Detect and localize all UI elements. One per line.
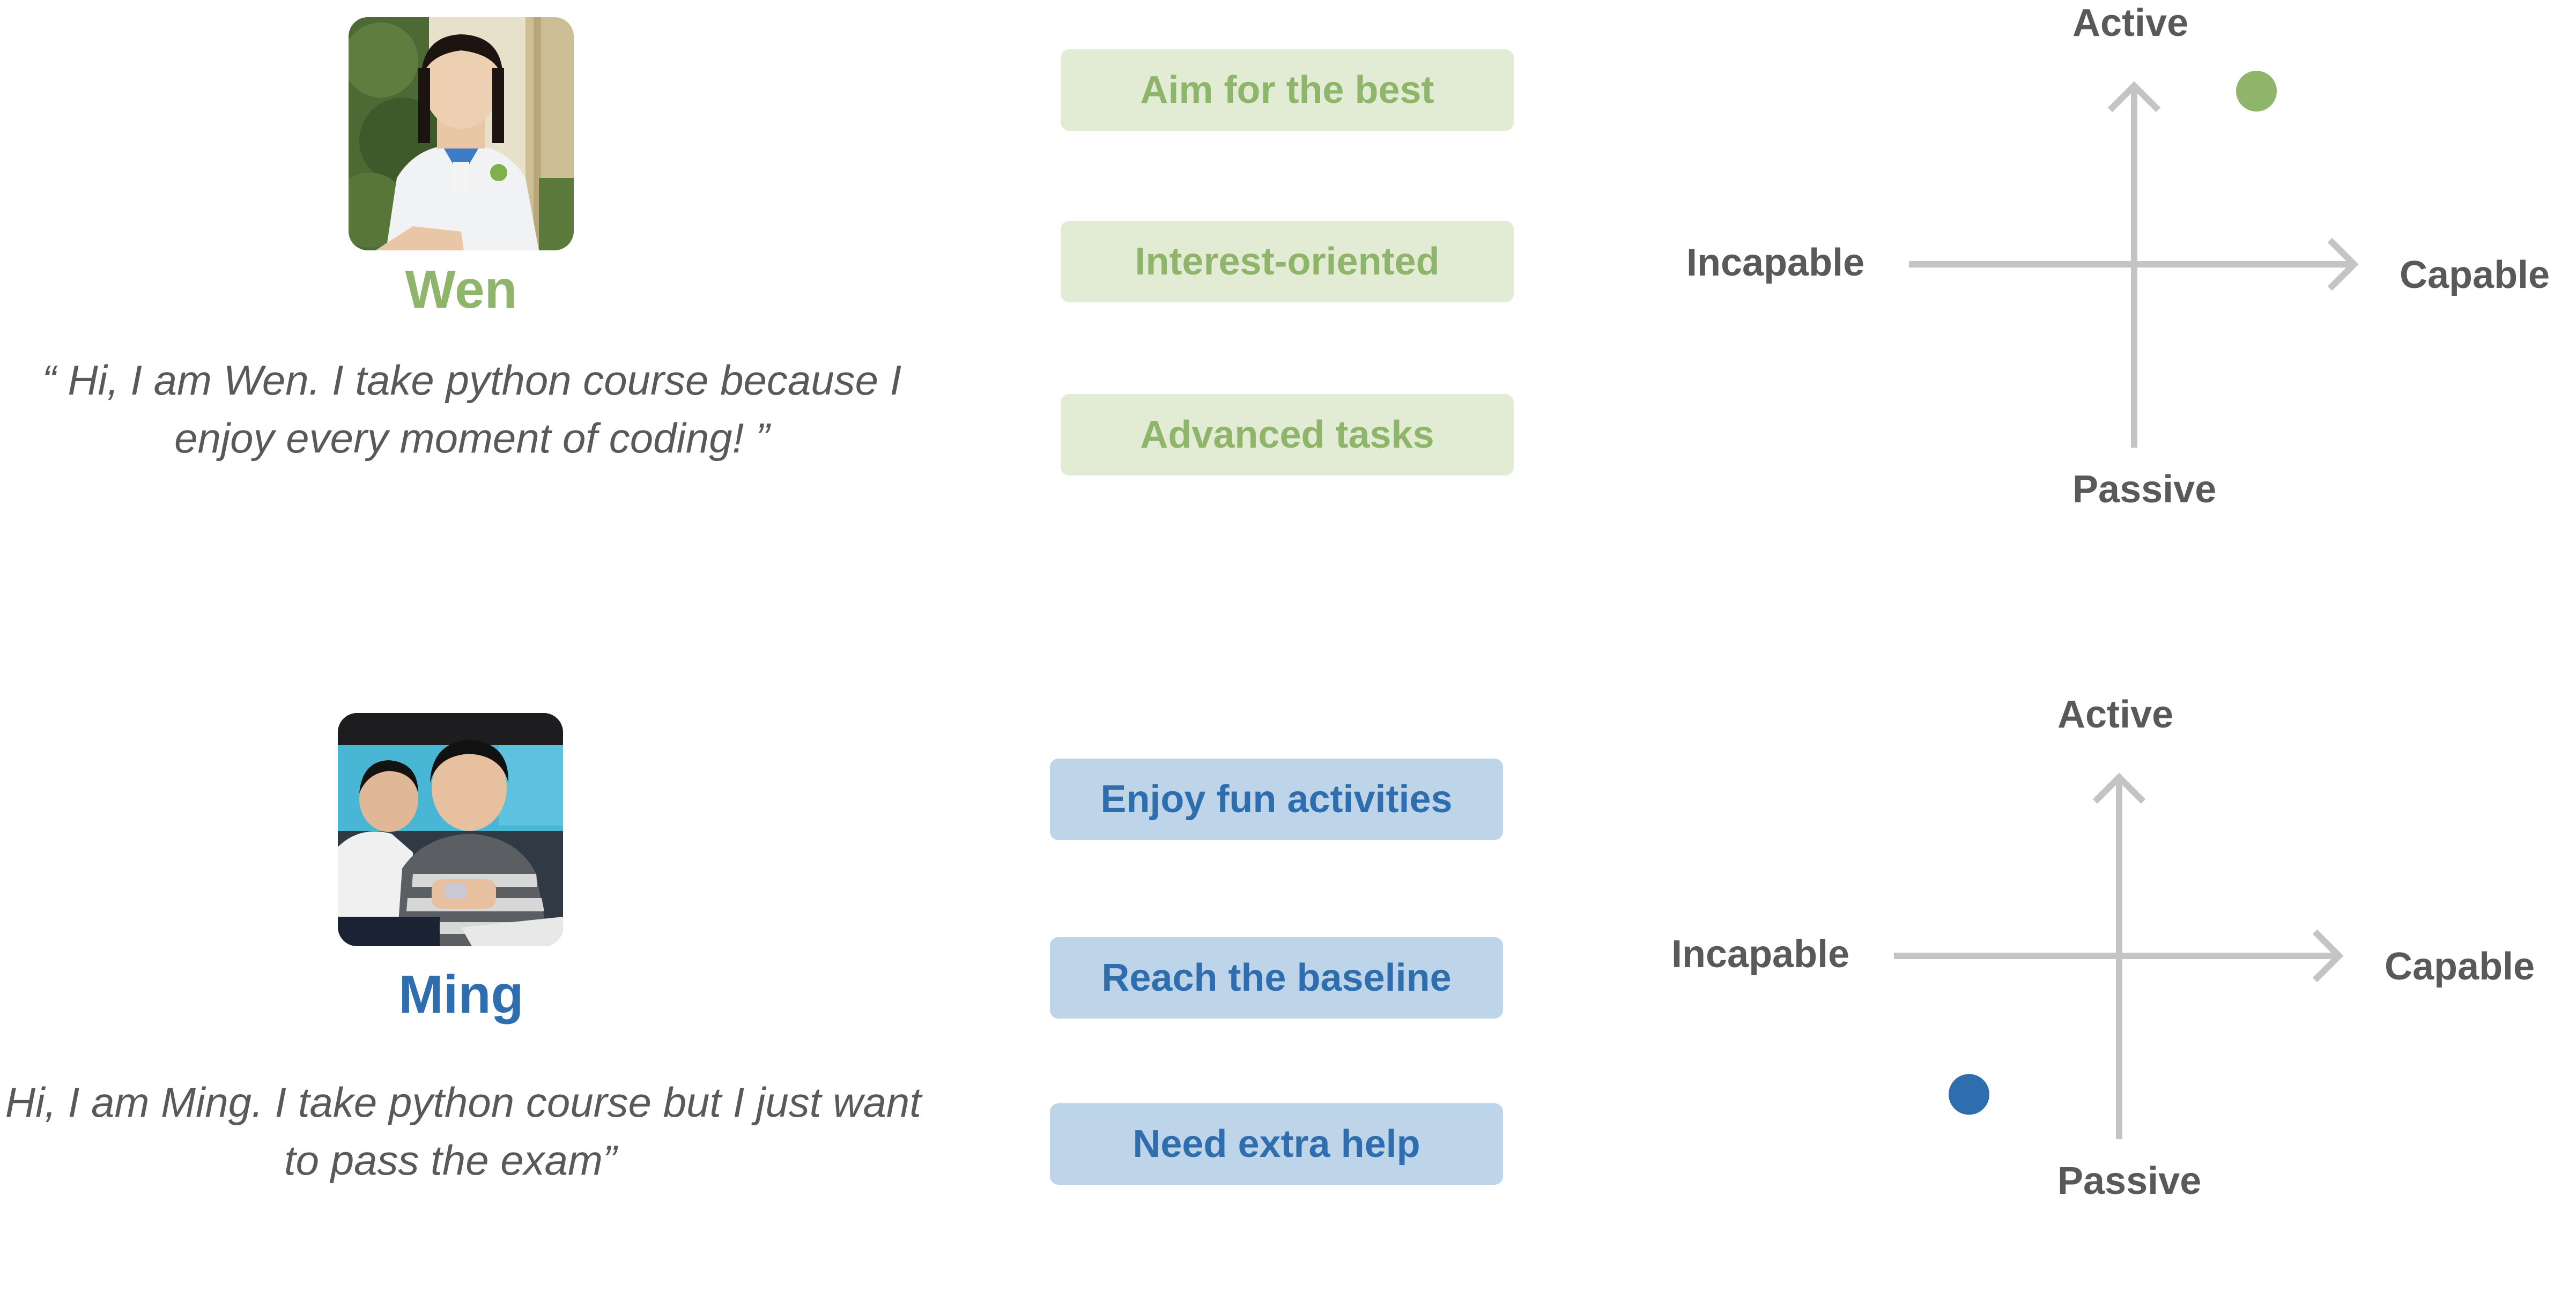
trait-tag: Reach the baseline (1050, 937, 1503, 1019)
trait-tag: Aim for the best (1061, 49, 1514, 131)
axis-label-active: Active (2072, 2, 2189, 44)
axis-label-capable: Capable (2385, 945, 2535, 988)
persona-quote: “ Hi, I am Wen. I take python course bec… (42, 357, 902, 462)
axis-label-passive: Passive (2072, 468, 2217, 511)
trait-tag: Enjoy fun activities (1050, 759, 1503, 840)
activity-arrow (2107, 81, 2161, 113)
persona-ming: Ming “ Hi, I am Ming. I take python cour… (0, 692, 2576, 1292)
student-photo (338, 713, 563, 946)
trait-tag: Interest-oriented (1061, 221, 1514, 302)
avatar (349, 17, 574, 250)
quadrant-axes (1909, 71, 2359, 448)
quadrant-chart: Active Passive Incapable Capable (1647, 692, 2559, 1228)
quadrant-chart: Active Passive Incapable Capable (1662, 0, 2574, 536)
persona-quote: “ Hi, I am Ming. I take python course bu… (0, 1079, 921, 1184)
capability-arrow (2327, 237, 2359, 291)
avatar (338, 713, 563, 946)
persona-name: Ming (398, 964, 524, 1024)
quadrant-axes (1894, 773, 2344, 1139)
student-photo (349, 17, 574, 250)
capability-arrow (2312, 929, 2344, 983)
trait-tag: Need extra help (1050, 1103, 1503, 1185)
axis-label-active: Active (2057, 693, 2174, 736)
persona-position-dot (1949, 1074, 1989, 1115)
axis-label-incapable: Incapable (1686, 241, 1865, 284)
persona-wen: Wen “ Hi, I am Wen. I take python course… (0, 0, 2576, 600)
axis-label-capable: Capable (2400, 254, 2550, 296)
persona-position-dot (2236, 71, 2277, 112)
trait-tag: Advanced tasks (1061, 394, 1514, 476)
activity-arrow (2092, 773, 2146, 804)
persona-name: Wen (405, 259, 517, 320)
axis-label-passive: Passive (2057, 1160, 2202, 1202)
axis-label-incapable: Incapable (1671, 933, 1850, 976)
